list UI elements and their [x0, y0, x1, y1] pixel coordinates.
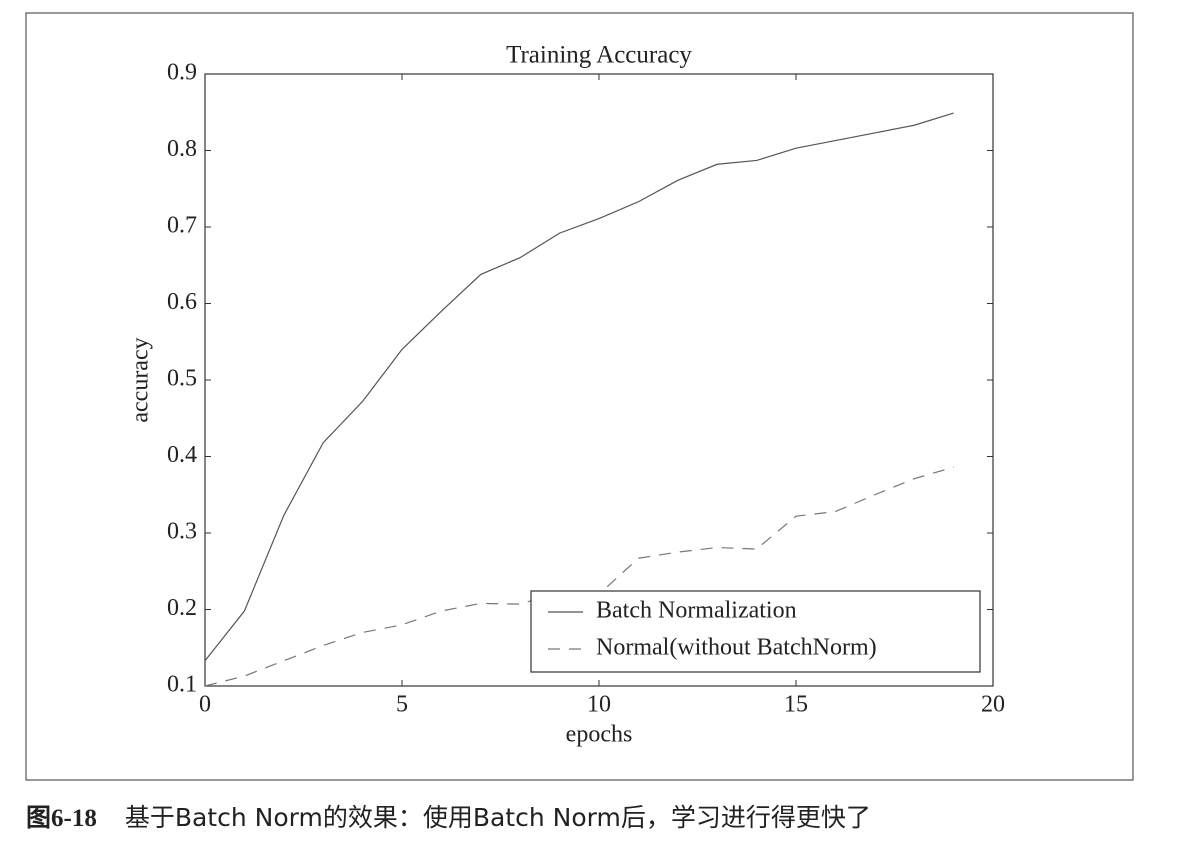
chart: Training Accuracy epochs accuracy 0.1 0.2…	[25, 12, 1134, 781]
legend-label: Normal(without BatchNorm)	[596, 635, 877, 661]
x-tick-label: 20	[981, 692, 1005, 718]
data-line	[204, 112, 954, 662]
y-tick-label: 0.6	[167, 289, 197, 315]
legend-label: Batch Normalization	[596, 598, 797, 624]
x-tick-label: 15	[784, 692, 808, 718]
x-tick-label: 0	[199, 692, 211, 718]
x-tick-label: 10	[587, 692, 611, 718]
y-tick-label: 0.3	[167, 519, 197, 545]
caption-label: 图6-18	[26, 805, 97, 832]
y-tick-label: 0.5	[167, 366, 197, 392]
y-axis-label: accuracy	[128, 337, 154, 422]
figure-frame	[25, 12, 1134, 781]
legend-box	[530, 590, 981, 673]
x-axis-label: epochs	[566, 722, 633, 748]
caption-text: 基于Batch Norm的效果：使用Batch Norm后，学习进行得更快了	[124, 803, 871, 832]
y-tick-label: 0.9	[167, 60, 197, 86]
y-tick-label: 0.1	[167, 672, 197, 698]
y-tick-label: 0.2	[167, 595, 197, 621]
x-tick-label: 5	[396, 692, 408, 718]
caption: 图6-18 基于Batch Norm的效果：使用Batch Norm后，学习进行得…	[26, 798, 871, 834]
chart-title: Training Accuracy	[506, 42, 692, 69]
y-tick-label: 0.4	[167, 442, 197, 468]
y-tick-label: 0.8	[167, 136, 197, 162]
y-tick-label: 0.7	[167, 213, 197, 239]
